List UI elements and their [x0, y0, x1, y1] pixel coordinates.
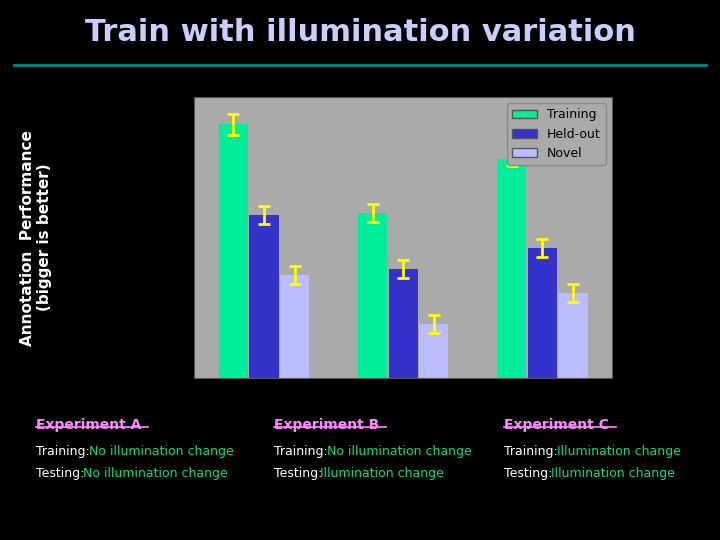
Text: Testing:: Testing: — [504, 467, 557, 480]
Text: Illumination change: Illumination change — [551, 467, 675, 480]
Text: Training:: Training: — [274, 446, 331, 458]
Bar — [559, 293, 588, 378]
Text: Testing:: Testing: — [274, 467, 326, 480]
Bar — [358, 213, 387, 378]
Bar — [280, 275, 309, 378]
Text: No illumination change: No illumination change — [83, 467, 228, 480]
Text: Training:: Training: — [36, 446, 94, 458]
Bar — [528, 247, 557, 378]
Text: Illumination change: Illumination change — [557, 446, 681, 458]
Bar — [249, 215, 279, 378]
Bar — [498, 159, 526, 378]
Text: Experiment A: Experiment A — [36, 418, 141, 433]
Text: Annotation  Performance
(bigger is better): Annotation Performance (bigger is better… — [19, 130, 53, 346]
Bar — [389, 269, 418, 378]
Text: No illumination change: No illumination change — [327, 446, 472, 458]
Text: Train with illumination variation: Train with illumination variation — [84, 18, 636, 47]
Text: Training:: Training: — [504, 446, 562, 458]
Text: Illumination change: Illumination change — [320, 467, 444, 480]
Bar — [419, 323, 449, 378]
Text: Testing:: Testing: — [36, 467, 89, 480]
Text: Experiment B: Experiment B — [274, 418, 379, 433]
Legend: Training, Held-out, Novel: Training, Held-out, Novel — [507, 104, 606, 165]
Text: No illumination change: No illumination change — [89, 446, 234, 458]
Text: Experiment C: Experiment C — [504, 418, 609, 433]
Bar — [219, 124, 248, 378]
